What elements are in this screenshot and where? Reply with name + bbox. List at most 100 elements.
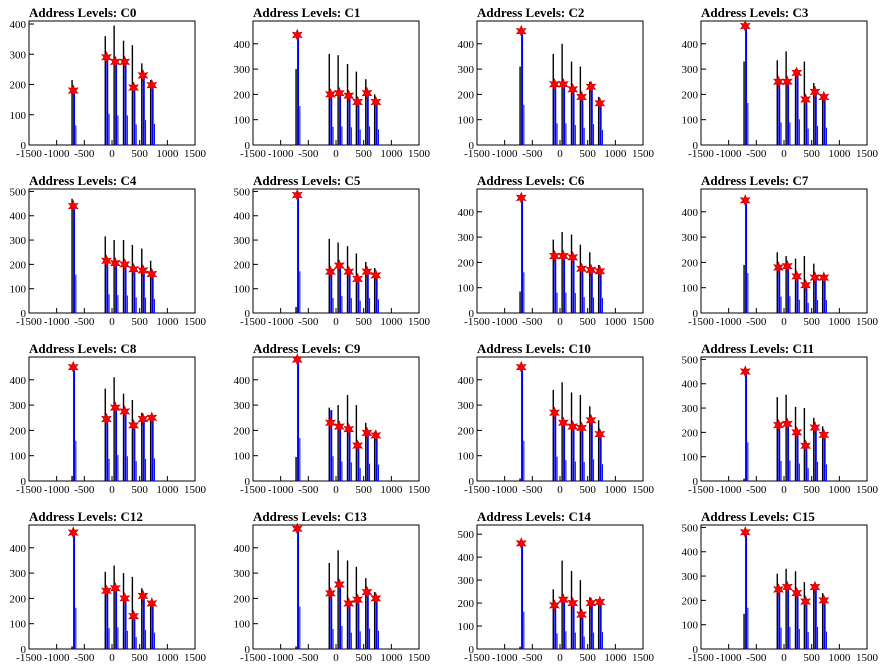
chart-title: Address Levels: C1 [253,5,360,20]
peak-marker [109,401,121,414]
peak-marker [772,75,784,88]
peak-marker [567,82,579,96]
peak-marker [791,586,803,600]
peak-marker [119,258,131,271]
subplot-c7: Address Levels: C7 0 100 200 300 400 -1500 -100… [682,173,879,328]
y-tick-label: 200 [234,593,251,605]
peak-marker [594,427,606,441]
peak-marker [128,81,139,94]
x-tick-label: 1500 [856,484,879,496]
y-tick-label: 400 [234,375,251,387]
y-tick-label: 200 [10,425,27,437]
peak-marker [809,85,821,99]
x-tick-label: -500 [522,484,543,496]
peak-marker [515,360,527,374]
x-tick-label: -1000 [268,484,294,496]
peak-marker [809,580,821,594]
x-tick-label: 500 [131,652,148,664]
peak-marker [567,596,579,610]
y-tick-label: 500 [458,529,475,541]
peak-marker [809,421,821,434]
x-tick-label: 500 [579,652,596,664]
x-tick-label: -500 [746,316,767,328]
subplot-c11: Address Levels: C11 0 100 200 300 400 500 -1500… [682,341,879,496]
x-tick-label: -1000 [716,316,742,328]
y-tick-label: 200 [682,595,699,607]
x-tick-label: 1000 [156,148,179,160]
peak-marker [109,55,121,69]
x-tick-label: -1500 [16,652,42,664]
peak-marker [370,268,382,282]
peak-marker [800,439,811,452]
peak-marker [739,365,751,378]
y-tick-label: 0 [693,476,699,488]
y-tick-label: 300 [10,49,27,61]
x-tick-label: 0 [109,148,115,160]
chart-title: Address Levels: C13 [253,509,367,524]
y-tick-label: 0 [21,140,27,152]
peak-marker [594,264,606,278]
y-tick-label: 400 [458,375,475,387]
x-tick-label: -500 [74,484,95,496]
peak-marker [291,353,303,366]
peak-marker [557,593,569,606]
x-tick-label: 0 [781,484,787,496]
x-tick-label: 500 [355,652,372,664]
subplot-c15: Address Levels: C15 0 100 200 300 400 500 -1500… [682,509,879,664]
x-tick-label: -1000 [492,316,518,328]
peak-marker [101,412,112,426]
peak-marker [146,597,158,610]
x-tick-label: 0 [557,484,563,496]
x-tick-label: 1500 [856,316,879,328]
peak-marker [324,265,336,279]
peak-marker [567,250,579,264]
y-tick-label: 0 [469,140,475,152]
y-tick-label: 0 [245,644,251,656]
y-tick-label: 400 [458,207,475,219]
peak-marker [781,580,793,594]
y-tick-label: 500 [682,522,699,534]
x-tick-label: -1000 [492,652,518,664]
y-tick-label: 0 [469,476,475,488]
peak-marker [333,420,345,433]
peak-marker [100,51,112,64]
x-tick-label: 1000 [828,316,851,328]
peak-marker [772,583,784,596]
y-tick-label: 100 [458,115,475,127]
x-tick-label: -1500 [464,316,490,328]
peak-marker [67,360,79,374]
x-tick-label: 500 [803,316,820,328]
peak-marker [818,271,830,284]
x-tick-label: 1500 [184,148,207,160]
peak-marker [343,597,355,610]
plot-frame [28,20,196,146]
y-tick-label: 100 [234,451,251,463]
peak-marker [818,594,830,607]
subplot-c0: Address Levels: C0 0 100 200 300 400 -1500 -100… [10,5,207,160]
y-tick-label: 400 [682,207,699,219]
y-tick-label: 200 [458,257,475,269]
plot-frame [252,188,420,314]
y-tick-label: 200 [10,593,27,605]
chart-title: Address Levels: C14 [477,509,591,524]
x-tick-label: 500 [803,148,820,160]
peak-marker [352,593,363,607]
x-tick-label: 0 [333,652,339,664]
x-tick-label: -1500 [464,652,490,664]
chart-title: Address Levels: C9 [253,341,361,356]
peak-marker [791,269,803,283]
y-tick-label: 200 [234,425,251,437]
peak-marker [576,90,587,104]
x-tick-label: 0 [781,148,787,160]
x-tick-label: 1500 [632,148,655,160]
peak-marker [128,262,139,276]
peak-marker [324,88,336,101]
chart-title: Address Levels: C0 [29,5,136,20]
peak-marker [109,582,121,595]
x-tick-label: 500 [579,316,596,328]
x-tick-label: -1000 [44,484,70,496]
y-tick-label: 0 [245,140,251,152]
peak-marker [515,24,527,38]
x-tick-label: -1500 [240,484,266,496]
y-tick-label: 0 [693,140,699,152]
